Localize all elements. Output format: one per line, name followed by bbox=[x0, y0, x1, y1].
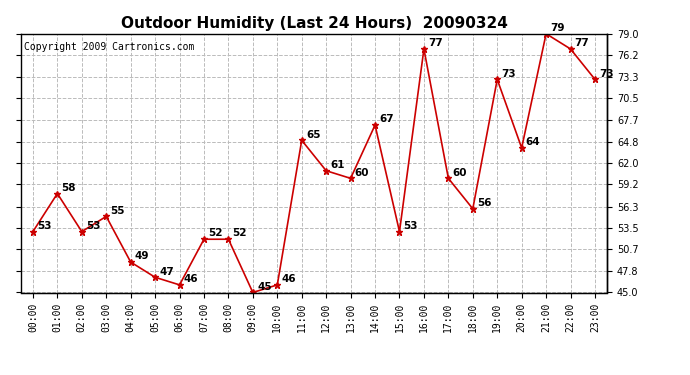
Text: 47: 47 bbox=[159, 267, 174, 276]
Text: 64: 64 bbox=[526, 137, 540, 147]
Text: 77: 77 bbox=[575, 38, 589, 48]
Text: 49: 49 bbox=[135, 251, 149, 261]
Text: 61: 61 bbox=[331, 160, 345, 170]
Text: 52: 52 bbox=[208, 228, 223, 238]
Text: 46: 46 bbox=[282, 274, 296, 284]
Text: 73: 73 bbox=[502, 69, 516, 79]
Text: 60: 60 bbox=[355, 168, 369, 178]
Text: 55: 55 bbox=[110, 206, 125, 216]
Text: Copyright 2009 Cartronics.com: Copyright 2009 Cartronics.com bbox=[23, 42, 194, 51]
Text: 67: 67 bbox=[380, 114, 394, 124]
Text: 53: 53 bbox=[404, 221, 418, 231]
Text: 56: 56 bbox=[477, 198, 491, 208]
Text: 58: 58 bbox=[61, 183, 76, 193]
Text: 45: 45 bbox=[257, 282, 272, 292]
Text: 52: 52 bbox=[233, 228, 247, 238]
Text: 79: 79 bbox=[550, 23, 565, 33]
Title: Outdoor Humidity (Last 24 Hours)  20090324: Outdoor Humidity (Last 24 Hours) 2009032… bbox=[121, 16, 507, 31]
Text: 65: 65 bbox=[306, 129, 320, 140]
Text: 77: 77 bbox=[428, 38, 443, 48]
Text: 46: 46 bbox=[184, 274, 198, 284]
Text: 53: 53 bbox=[86, 221, 101, 231]
Text: 60: 60 bbox=[453, 168, 467, 178]
Text: 53: 53 bbox=[37, 221, 52, 231]
Text: 73: 73 bbox=[599, 69, 614, 79]
